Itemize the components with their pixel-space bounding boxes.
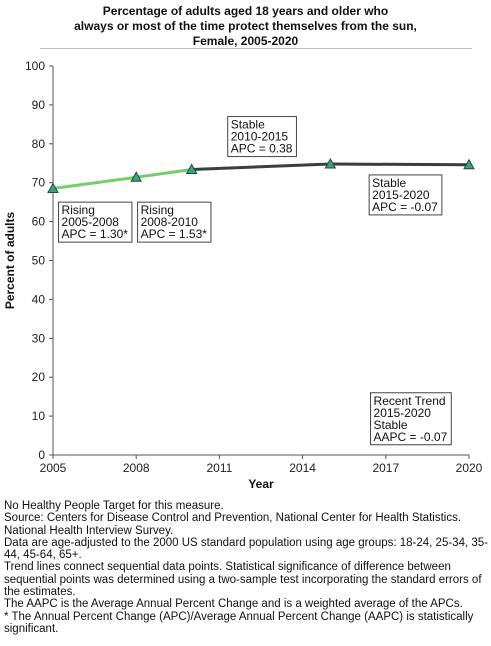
annotation-rising-2005-2008-line-3: APC = 1.30* xyxy=(62,227,129,241)
annotation-stable-2015-2020-line-3: APC = -0.07 xyxy=(372,200,438,214)
annotation-rising-2005-2008-line-2: 2005-2008 xyxy=(62,215,120,229)
annotation-rising-2005-2008-line-1: Rising xyxy=(62,203,95,217)
note-age-adjustment: Data are age-adjusted to the 2000 US sta… xyxy=(4,536,488,562)
annotation-stable-2010-2015-line-2: 2010-2015 xyxy=(231,130,289,144)
y-tick-label-40: 40 xyxy=(32,292,46,306)
title-divider xyxy=(40,48,472,49)
data-point-2005 xyxy=(47,182,59,194)
x-tick-label-2008: 2008 xyxy=(123,461,150,475)
x-tick-label-2014: 2014 xyxy=(289,461,316,475)
annotation-recent-trend-line-2: 2015-2020 xyxy=(374,406,432,420)
note-source: Source: Centers for Disease Control and … xyxy=(4,512,462,537)
chart-title: Percentage of adults aged 18 years and o… xyxy=(40,4,451,49)
annotation-stable-2015-2020-line-1: Stable xyxy=(372,176,406,190)
x-axis-label: Year xyxy=(248,477,274,491)
x-tick-label-2005: 2005 xyxy=(40,461,67,475)
y-tick-label-20: 20 xyxy=(32,370,46,384)
annotation-recent-trend-line-4: AAPC = -0.07 xyxy=(374,430,448,444)
x-tick-label-2011: 2011 xyxy=(206,461,232,475)
chart-title-line-2: always or most of the time protect thems… xyxy=(74,19,417,33)
chart-notes: No Healthy People Target for this measur… xyxy=(4,500,489,635)
annotation-stable-2015-2020-line-2: 2015-2020 xyxy=(372,188,430,202)
annotation-recent-trend-box xyxy=(370,392,452,446)
note-trend-lines: Trend lines connect sequential data poin… xyxy=(4,561,482,599)
trend-segment-stable-2015-2020 xyxy=(328,162,471,167)
y-tick-label-0: 0 xyxy=(38,448,45,462)
y-tick-label-30: 30 xyxy=(32,331,46,345)
x-tick-label-2017: 2017 xyxy=(372,461,399,475)
y-tick-label-100: 100 xyxy=(25,59,45,73)
y-axis-label: Percent of adults xyxy=(3,212,17,310)
annotation-rising-2005-2008-box xyxy=(58,201,133,243)
data-point-2020 xyxy=(463,158,475,170)
annotation-rising-2008-2010-box xyxy=(137,201,212,243)
trend-segment-stable-2010-2015 xyxy=(190,162,332,171)
x-tick-label-2020: 2020 xyxy=(456,461,483,475)
annotation-recent-trend-line-1: Recent Trend xyxy=(374,394,446,408)
y-tick-label-80: 80 xyxy=(32,137,46,151)
y-tick-label-90: 90 xyxy=(32,98,46,112)
annotation-rising-2008-2010-line-3: APC = 1.53* xyxy=(141,227,208,241)
line-chart: 0 10 20 30 40 50 60 70 80 90 100 2005 2008 2011 2014 20… xyxy=(3,59,483,491)
note-target: No Healthy People Target for this measur… xyxy=(4,500,224,512)
annotation-stable-2010-2015-line-3: APC = 0.38 xyxy=(231,142,293,156)
annotation-stable-2010-2015-box xyxy=(227,116,297,158)
y-tick-label-60: 60 xyxy=(32,215,46,229)
annotation-rising-2008-2010-line-2: 2008-2010 xyxy=(141,215,199,229)
trend-segment-rising-2008-2010 xyxy=(134,167,194,179)
chart-title-line-1: Percentage of adults aged 18 years and o… xyxy=(102,4,389,18)
data-point-2010 xyxy=(185,163,198,174)
annotation-stable-2015-2020-box xyxy=(368,174,443,216)
y-tick-label-70: 70 xyxy=(32,176,46,190)
note-significance: * The Annual Percent Change (APC)/Averag… xyxy=(4,610,474,635)
y-tick-label-10: 10 xyxy=(32,409,46,423)
trend-segment-rising-2005-2008 xyxy=(51,175,138,191)
note-aapc-definition: The AAPC is the Average Annual Percent C… xyxy=(4,598,463,611)
annotation-rising-2008-2010-line-1: Rising xyxy=(141,203,174,217)
annotation-stable-2010-2015-line-1: Stable xyxy=(231,118,265,132)
data-point-2015 xyxy=(324,157,337,169)
annotation-recent-trend-line-3: Stable xyxy=(374,418,408,432)
y-tick-label-50: 50 xyxy=(32,254,46,268)
data-point-2008 xyxy=(130,171,143,182)
chart-title-line-3: Female, 2005-2020 xyxy=(192,34,299,48)
